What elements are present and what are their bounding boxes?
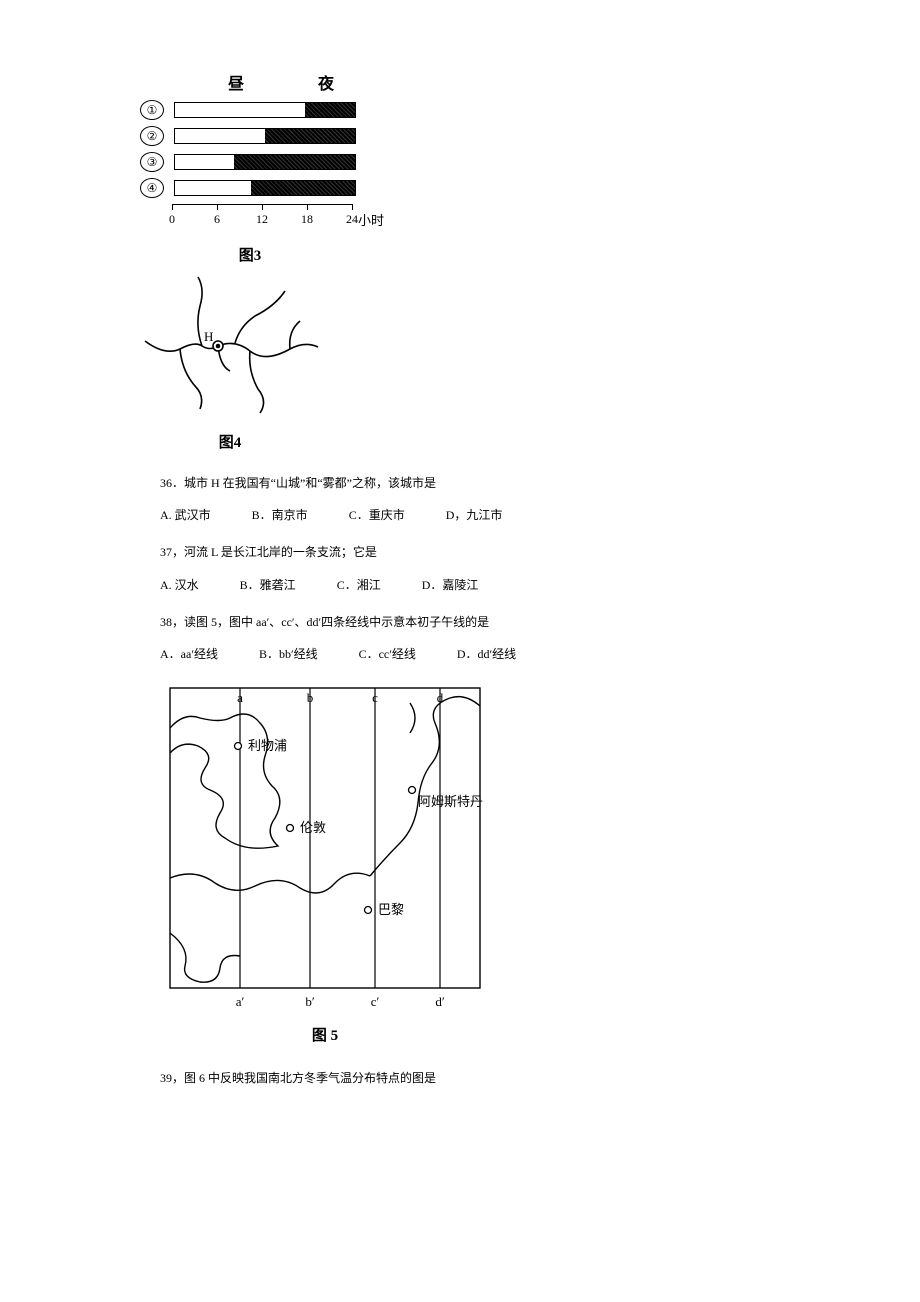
fig3-bar <box>174 180 356 196</box>
city-label: 利物浦 <box>248 738 287 753</box>
q36-opt-c: C．重庆市 <box>349 506 405 523</box>
fig3-bar <box>174 128 356 144</box>
fig3-axis-label: 24 <box>346 212 358 227</box>
fig3-row: ① <box>140 100 380 120</box>
fig3-row: ③ <box>140 152 380 172</box>
fig3-header: 昼 夜 <box>140 70 380 94</box>
q38-opt-a: A．aa′经线 <box>160 645 218 662</box>
question-36: 36．城市 H 在我国有“山城”和“雾都”之称，该城市是 <box>160 470 840 496</box>
q36-opt-b: B．南京市 <box>252 506 308 523</box>
q36-opt-d: D，九江市 <box>446 506 503 523</box>
q36-opt-a: A. 武汉市 <box>160 506 211 523</box>
fig3-row-num: ① <box>140 100 164 120</box>
question-36-options: A. 武汉市 B．南京市 C．重庆市 D，九江市 <box>160 506 840 523</box>
fig3-bar <box>174 102 356 118</box>
fig5-bottom-label: d′ <box>435 994 445 1009</box>
fig3-row: ④ <box>140 178 380 198</box>
fig3-row-num: ③ <box>140 152 164 172</box>
question-38-options: A．aa′经线 B．bb′经线 C．cc′经线 D．dd′经线 <box>160 645 840 662</box>
fig3-axis-label: 6 <box>214 212 220 227</box>
city-label: 巴黎 <box>378 902 404 917</box>
fig3-chart: 昼 夜 ①②③④ 06121824 小时 图3 <box>140 70 380 265</box>
city-marker <box>409 787 416 794</box>
fig3-row: ② <box>140 126 380 146</box>
fig5-caption: 图 5 <box>160 1024 490 1045</box>
city-marker <box>287 825 294 832</box>
fig5-top-label: d <box>437 690 444 705</box>
question-37: 37，河流 L 是长江北岸的一条支流；它是 <box>160 539 840 565</box>
city-marker <box>235 743 242 750</box>
fig3-caption: 图3 <box>140 244 360 265</box>
q38-opt-b: B．bb′经线 <box>259 645 318 662</box>
figure-5: 利物浦伦敦 阿姆斯特丹巴黎 a b c d a′ b′ c′ d′ <box>160 678 490 1018</box>
fig3-header-day: 昼 <box>176 70 296 94</box>
fig5-bottom-label: c′ <box>371 994 380 1009</box>
fig3-row-num: ④ <box>140 178 164 198</box>
fig3-bar <box>174 154 356 170</box>
q37-opt-c: C．湘江 <box>337 576 381 593</box>
fig3-axis-label: 18 <box>301 212 313 227</box>
fig5-top-label: b <box>307 690 314 705</box>
figure-3: 昼 夜 ① ② ③ ④ 0 6 12 18 24 小时 图3 <box>140 70 840 265</box>
fig3-row-num: ② <box>140 126 164 146</box>
fig3-header-night: 夜 <box>296 70 356 94</box>
fig3-axis-unit: 小时 <box>358 210 384 229</box>
city-label: 阿姆斯特丹 <box>418 794 483 809</box>
city-marker <box>365 907 372 914</box>
q38-opt-d: D．dd′经线 <box>457 645 516 662</box>
fig5-bottom-label: b′ <box>305 994 315 1009</box>
fig3-axis-label: 0 <box>169 212 175 227</box>
q37-opt-d: D．嘉陵江 <box>422 576 479 593</box>
q37-opt-a: A. 汉水 <box>160 576 199 593</box>
question-38: 38，读图 5，图中 aa′、cc′、dd′四条经线中示意本初子午线的是 <box>160 609 840 635</box>
q37-opt-b: B．雅砻江 <box>240 576 296 593</box>
figure-4: H <box>140 271 320 421</box>
fig5-top-label: a <box>237 690 243 705</box>
fig3-axis-label: 12 <box>256 212 268 227</box>
fig4-caption: 图4 <box>140 431 320 452</box>
question-39: 39，图 6 中反映我国南北方冬季气温分布特点的图是 <box>160 1065 840 1091</box>
q38-opt-c: C．cc′经线 <box>359 645 416 662</box>
question-37-options: A. 汉水 B．雅砻江 C．湘江 D．嘉陵江 <box>160 576 840 593</box>
fig4-marker-label: H <box>204 329 213 344</box>
fig5-bottom-label: a′ <box>236 994 245 1009</box>
city-label: 伦敦 <box>300 820 326 835</box>
fig5-top-label: c <box>372 690 378 705</box>
fig3-axis: 06121824 小时 <box>172 204 356 230</box>
